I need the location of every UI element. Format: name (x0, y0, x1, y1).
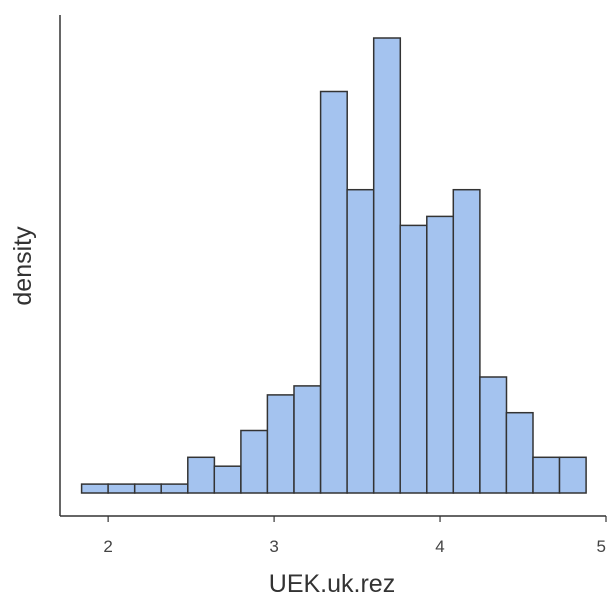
histogram-bar-15 (479, 376, 508, 494)
x-tick-label-4: 4 (435, 537, 444, 556)
histogram-bar-11 (372, 37, 402, 494)
x-axis-title: UEK.uk.rez (269, 570, 395, 598)
histogram-bar-6 (240, 429, 269, 494)
x-tick-label-2: 2 (103, 537, 112, 556)
histogram-bar-9 (319, 90, 348, 494)
histogram-bar-5 (213, 465, 242, 494)
x-tick-label-5: 5 (597, 537, 606, 556)
histogram-bar-12 (399, 224, 428, 494)
histogram-bar-16 (505, 411, 534, 494)
x-tick-label-3: 3 (269, 537, 278, 556)
histogram-bar-2 (133, 483, 163, 494)
histogram-bar-1 (107, 483, 136, 494)
histogram-bar-3 (160, 483, 189, 494)
histogram-bar-10 (346, 188, 375, 494)
histogram-bar-17 (532, 456, 561, 494)
histogram-bar-7 (266, 394, 295, 494)
y-axis-title: density (9, 226, 37, 306)
histogram-bar-14 (452, 188, 481, 494)
histogram-bar-4 (187, 456, 216, 494)
x-axis-ticks: 2 3 4 5 (103, 516, 607, 556)
histogram-bar-8 (293, 385, 322, 494)
histogram-bars (80, 37, 587, 494)
histogram-bar-0 (80, 483, 109, 494)
histogram-bar-13 (426, 215, 455, 494)
histogram-bar-18 (558, 456, 587, 494)
